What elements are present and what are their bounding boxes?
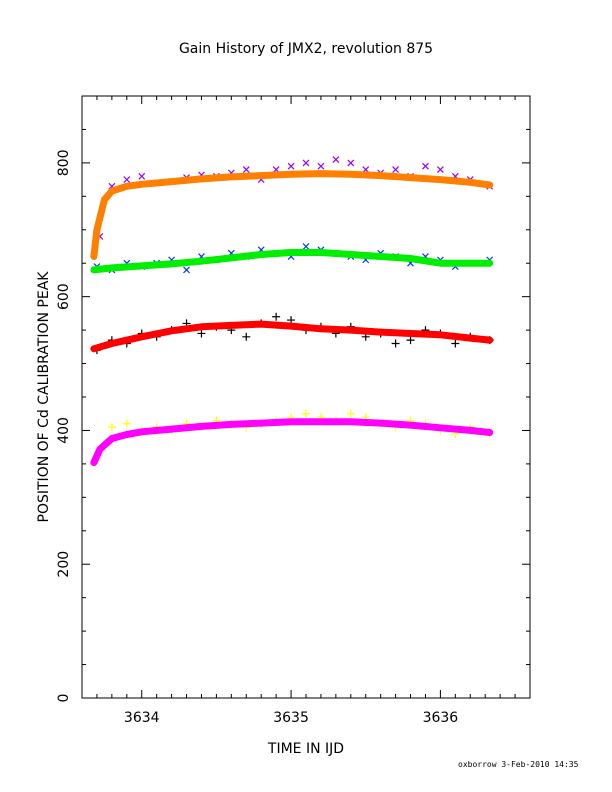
series-7 — [90, 418, 494, 467]
data-point — [183, 266, 190, 274]
series-0 — [96, 156, 494, 240]
fit-line — [90, 418, 494, 467]
data-point — [302, 409, 310, 418]
data-point — [347, 159, 355, 167]
x-tick-labels: 3634 3635 3636 — [124, 710, 458, 726]
y-tick-label: 600 — [56, 283, 72, 310]
data-point — [451, 339, 460, 348]
series-6 — [92, 409, 494, 462]
fit-line — [90, 320, 494, 353]
data-point — [122, 419, 131, 428]
data-point — [242, 332, 251, 341]
y-axis-label: POSITION OF Cd CALIBRATION PEAK — [36, 271, 52, 523]
y-tick-label: 800 — [56, 150, 72, 177]
y-tick-labels: 0 200 400 600 800 — [56, 150, 72, 703]
data-point — [138, 172, 146, 180]
y-tick-label: 200 — [56, 551, 72, 578]
fit-line — [90, 249, 494, 274]
data-point — [392, 166, 400, 174]
data-point — [287, 162, 295, 170]
data-point — [406, 336, 415, 345]
data-point — [107, 423, 116, 432]
data-point — [346, 409, 355, 418]
data-point — [123, 176, 131, 184]
footer-stamp: oxborrow 3-Feb-2010 14:35 — [458, 760, 579, 769]
x-axis-label: TIME IN IJD — [267, 741, 344, 757]
series-5 — [90, 320, 494, 353]
data-point — [302, 243, 310, 250]
series-1 — [90, 170, 494, 260]
data-point — [332, 156, 340, 163]
chart-title: Gain History of JMX2, revolution 875 — [179, 41, 433, 57]
chart-marks — [90, 156, 494, 467]
x-tick-label: 3636 — [423, 710, 459, 726]
x-tick-label: 3635 — [273, 710, 309, 726]
data-point — [391, 339, 400, 348]
series-3 — [90, 249, 494, 274]
data-point — [302, 159, 310, 167]
x-tick-label: 3634 — [124, 710, 160, 726]
y-tick-label: 0 — [56, 694, 72, 703]
data-point — [317, 162, 325, 170]
data-point — [242, 166, 250, 174]
fit-line — [90, 170, 494, 260]
data-point — [436, 166, 444, 174]
y-tick-label: 400 — [56, 417, 72, 444]
data-point — [422, 162, 429, 170]
data-point — [272, 312, 281, 321]
axis-ticks — [81, 95, 531, 699]
data-point — [197, 329, 206, 338]
